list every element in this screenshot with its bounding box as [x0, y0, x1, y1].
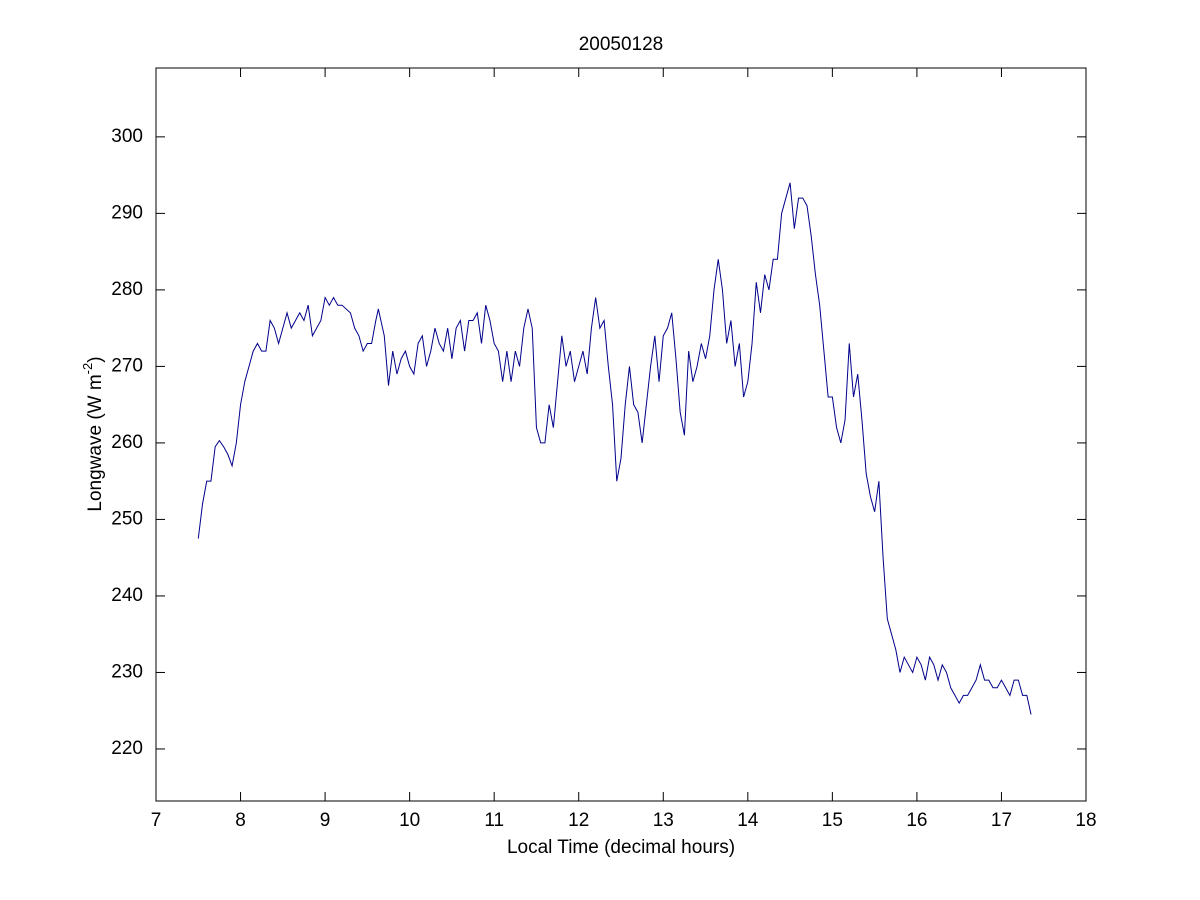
data-line: [197, 182, 1032, 715]
y-label-suffix: ): [85, 356, 106, 362]
y-label-text: Longwave (W m: [85, 374, 106, 511]
x-axis-label: Local Time (decimal hours): [507, 837, 735, 858]
y-tick-label: 290: [111, 202, 143, 223]
x-tick-label: 14: [737, 810, 759, 831]
y-tick-label: 300: [111, 126, 143, 147]
x-tick-label: 8: [235, 810, 246, 831]
x-tick-label: 7: [151, 810, 162, 831]
x-tick-label: 11: [484, 810, 504, 831]
y-tick-label: 260: [111, 432, 143, 453]
y-tick-label: 240: [111, 585, 143, 606]
x-tick-label: 13: [653, 810, 674, 831]
x-tick-label: 18: [1075, 810, 1096, 831]
y-tick-label: 280: [111, 279, 143, 300]
y-tick-label: 250: [111, 508, 143, 529]
y-tick-label: 220: [111, 738, 143, 759]
y-label-superscript: -2: [80, 363, 95, 375]
y-tick-label: 230: [111, 661, 143, 682]
x-tick-label: 17: [991, 810, 1012, 831]
plot-frame: [155, 67, 1087, 802]
x-tick-label: 15: [822, 810, 843, 831]
x-tick-label: 16: [906, 810, 927, 831]
y-tick-label: 270: [111, 355, 143, 376]
chart-title: 20050128: [579, 34, 664, 55]
x-tick-label: 10: [399, 810, 420, 831]
x-tick-label: 12: [568, 810, 589, 831]
x-tick-label: 9: [320, 810, 331, 831]
y-axis-label: Longwave (W m-2): [80, 356, 106, 511]
